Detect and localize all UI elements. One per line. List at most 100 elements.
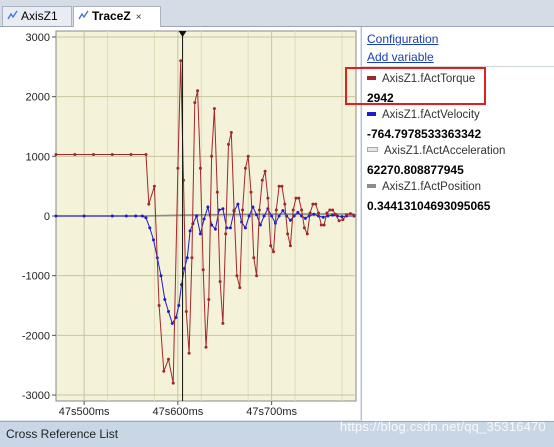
data-point bbox=[311, 202, 315, 206]
scope-icon bbox=[78, 8, 89, 20]
variable-name: AxisZ1.fActAcceleration bbox=[384, 145, 506, 157]
data-point bbox=[255, 213, 259, 217]
data-point bbox=[257, 208, 261, 212]
data-point bbox=[228, 226, 232, 230]
data-point bbox=[345, 213, 349, 217]
data-point bbox=[73, 153, 77, 156]
add-variable-link[interactable]: Add variable bbox=[367, 50, 434, 64]
data-point bbox=[221, 321, 225, 325]
variable-name: AxisZ1.fActTorque bbox=[382, 73, 476, 85]
data-point bbox=[147, 202, 151, 206]
data-point bbox=[294, 196, 298, 200]
data-point bbox=[184, 310, 188, 313]
data-point bbox=[176, 166, 180, 170]
tab-bar: AxisZ1 TraceZ × bbox=[0, 0, 554, 27]
data-point bbox=[202, 217, 206, 221]
y-tick-label: 1000 bbox=[26, 151, 50, 163]
data-point bbox=[124, 214, 128, 218]
data-point bbox=[325, 211, 329, 215]
data-point bbox=[185, 256, 189, 260]
data-point bbox=[148, 226, 152, 230]
data-point bbox=[260, 178, 264, 182]
data-point bbox=[243, 166, 247, 170]
data-point bbox=[236, 202, 240, 206]
trace-chart[interactable]: 47s500ms 47s600ms 47s700ms 3000 2000 1000 0 -10… bbox=[0, 27, 360, 420]
data-point bbox=[333, 212, 337, 216]
variable-item-position[interactable]: AxisZ1.fActPosition bbox=[367, 181, 481, 193]
data-point bbox=[302, 226, 306, 230]
data-point bbox=[238, 286, 242, 290]
data-point bbox=[140, 214, 144, 218]
data-point bbox=[179, 59, 183, 63]
tab-tracez[interactable]: TraceZ × bbox=[73, 6, 161, 27]
data-point bbox=[201, 268, 205, 272]
data-point bbox=[195, 214, 199, 218]
data-point bbox=[283, 202, 287, 206]
series-swatch bbox=[367, 147, 378, 152]
data-point bbox=[348, 212, 352, 216]
variable-item-torque[interactable]: AxisZ1.fActTorque bbox=[367, 73, 475, 85]
variable-item-acceleration[interactable]: AxisZ1.fActAcceleration bbox=[367, 145, 505, 157]
x-tick-label: 47s500ms bbox=[59, 406, 110, 418]
data-point bbox=[213, 227, 217, 231]
tab-label: AxisZ1 bbox=[21, 9, 58, 23]
tab-axisz1[interactable]: AxisZ1 bbox=[2, 6, 72, 26]
data-point bbox=[303, 216, 307, 220]
data-point bbox=[241, 208, 245, 212]
data-point bbox=[167, 310, 170, 313]
data-point bbox=[288, 218, 292, 222]
data-point bbox=[144, 216, 148, 220]
watermark: https://blog.csdn.net/qq_35316470 bbox=[339, 419, 546, 434]
variable-value: -764.7978533363342 bbox=[367, 127, 482, 141]
data-point bbox=[305, 232, 309, 236]
data-point bbox=[280, 184, 284, 188]
variable-name: AxisZ1.fActVelocity bbox=[382, 109, 480, 121]
series-swatch bbox=[367, 184, 376, 188]
data-point bbox=[249, 190, 253, 194]
panel-title: Cross Reference List bbox=[6, 427, 119, 441]
y-tick-label: 3000 bbox=[26, 32, 50, 44]
data-point bbox=[170, 321, 174, 325]
data-point bbox=[291, 208, 295, 212]
data-point bbox=[331, 213, 335, 217]
data-point bbox=[337, 219, 341, 223]
data-point bbox=[229, 131, 233, 134]
data-point bbox=[152, 238, 155, 242]
data-point bbox=[321, 215, 325, 219]
highlight-box bbox=[345, 67, 486, 105]
y-tick-label: 0 bbox=[44, 211, 50, 223]
data-point bbox=[300, 208, 304, 212]
data-point bbox=[167, 357, 170, 361]
data-point bbox=[269, 244, 273, 248]
close-icon[interactable]: × bbox=[135, 12, 142, 23]
data-point bbox=[235, 274, 239, 278]
cross-reference-panel[interactable]: Cross Reference List bbox=[0, 421, 554, 447]
data-point bbox=[331, 208, 335, 212]
data-point bbox=[157, 304, 161, 307]
data-point bbox=[110, 153, 114, 156]
data-point bbox=[274, 208, 278, 212]
data-point bbox=[204, 345, 208, 349]
chart-svg[interactable]: 47s500ms 47s600ms 47s700ms 3000 2000 1000 0 -10… bbox=[0, 27, 360, 420]
data-point bbox=[215, 190, 219, 194]
data-point bbox=[227, 142, 230, 146]
variable-value: 2942 bbox=[367, 91, 394, 105]
data-point bbox=[110, 214, 114, 218]
data-point bbox=[54, 214, 58, 218]
data-point bbox=[308, 211, 312, 215]
data-point bbox=[212, 107, 216, 111]
data-point bbox=[207, 298, 211, 301]
variable-name: AxisZ1.fActPosition bbox=[382, 181, 482, 193]
variable-item-velocity[interactable]: AxisZ1.fActVelocity bbox=[367, 109, 480, 121]
data-point bbox=[314, 202, 318, 206]
data-point bbox=[190, 256, 194, 260]
y-tick-label: -2000 bbox=[22, 330, 50, 342]
data-point bbox=[312, 212, 316, 216]
data-point bbox=[159, 274, 163, 278]
configuration-link[interactable]: Configuration bbox=[367, 32, 439, 46]
y-tick-label: -1000 bbox=[22, 271, 50, 283]
data-point bbox=[206, 205, 210, 209]
data-point bbox=[162, 369, 166, 373]
data-point bbox=[317, 211, 320, 215]
data-point bbox=[144, 153, 148, 156]
